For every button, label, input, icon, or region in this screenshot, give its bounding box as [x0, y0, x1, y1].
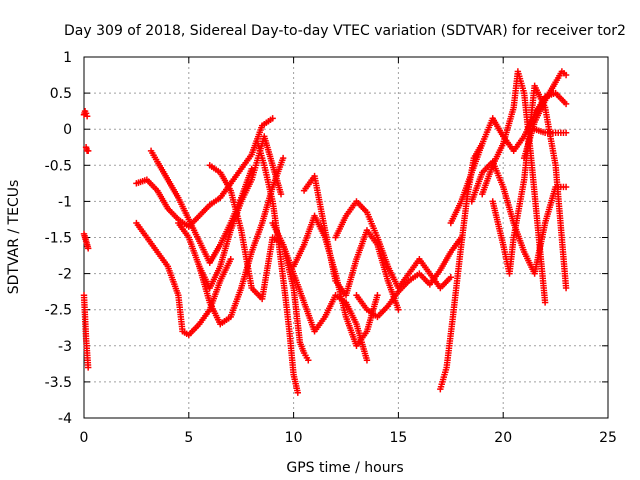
data-point — [562, 100, 570, 108]
data-point — [82, 110, 90, 117]
x-tick-label: 25 — [599, 430, 617, 446]
x-tick-label: 10 — [285, 430, 303, 446]
data-marks — [80, 68, 570, 396]
y-tick-label: -1.5 — [45, 231, 72, 247]
series-arc-18 — [520, 68, 570, 162]
y-tick-label: -2.5 — [45, 303, 72, 319]
series-arc-3 — [147, 147, 255, 266]
y-tick-label: 0.5 — [50, 86, 72, 102]
y-tick-label: -2 — [58, 267, 72, 283]
data-point — [277, 190, 285, 198]
series-arc-10 — [290, 212, 381, 349]
series-arc-9 — [300, 172, 402, 313]
data-point — [562, 284, 570, 292]
data-point — [447, 274, 454, 281]
data-point — [562, 71, 570, 79]
chart-title: Day 309 of 2018, Sidereal Day-to-day VTE… — [64, 23, 626, 39]
series-arc-12 — [353, 234, 465, 321]
y-tick-label: -4 — [58, 411, 72, 427]
series-arc-a — [80, 107, 91, 120]
series-arc-16 — [479, 68, 549, 306]
data-point — [374, 292, 381, 299]
y-tick-label: 1 — [63, 50, 72, 66]
data-point — [395, 306, 402, 313]
y-axis-label: SDTVAR / TECUs — [6, 180, 22, 295]
x-tick-labels: 0 5 10 15 20 25 — [80, 430, 617, 446]
x-tick-label: 20 — [494, 430, 512, 446]
x-axis-label: GPS time / hours — [286, 460, 403, 476]
series-arc-7 — [254, 140, 301, 396]
data-point — [83, 113, 91, 120]
series-arc-b — [80, 230, 92, 252]
data-point — [305, 357, 312, 364]
series-arc-d — [82, 144, 92, 155]
x-tick-label: 5 — [184, 430, 193, 446]
data-point — [562, 183, 570, 191]
data-point — [363, 357, 371, 364]
x-tick-label: 0 — [80, 430, 89, 446]
x-tick-label: 15 — [389, 430, 407, 446]
series-arc-11 — [332, 198, 454, 292]
data-point — [84, 364, 92, 371]
y-tick-label: -3 — [58, 339, 72, 355]
data-point — [84, 147, 92, 155]
y-tick-label: -1 — [58, 194, 72, 210]
y-tick-label: 0 — [63, 122, 72, 138]
y-tick-label: -3.5 — [45, 375, 72, 391]
series-arc-c — [80, 292, 92, 371]
data-point — [84, 245, 92, 252]
data-point — [541, 299, 549, 306]
y-tick-label: -0.5 — [45, 158, 72, 174]
data-point — [227, 255, 234, 263]
grid-lines — [84, 57, 608, 418]
data-point — [562, 129, 570, 137]
data-point — [269, 115, 276, 122]
series-arc-19 — [531, 126, 570, 137]
data-point — [294, 389, 301, 396]
data-point — [279, 154, 287, 162]
y-tick-labels: -4 -3.5 -3 -2.5 -2 -1.5 -1 -0.5 0 0.5 1 — [45, 50, 72, 427]
